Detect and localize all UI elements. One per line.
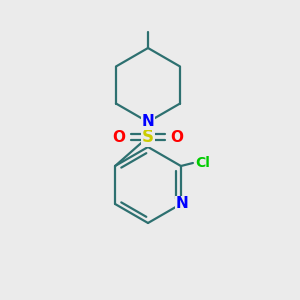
Text: O: O — [170, 130, 184, 145]
Text: N: N — [142, 115, 154, 130]
Text: N: N — [176, 196, 188, 211]
Text: Cl: Cl — [196, 156, 210, 170]
Text: S: S — [142, 128, 154, 146]
Text: O: O — [112, 130, 125, 145]
